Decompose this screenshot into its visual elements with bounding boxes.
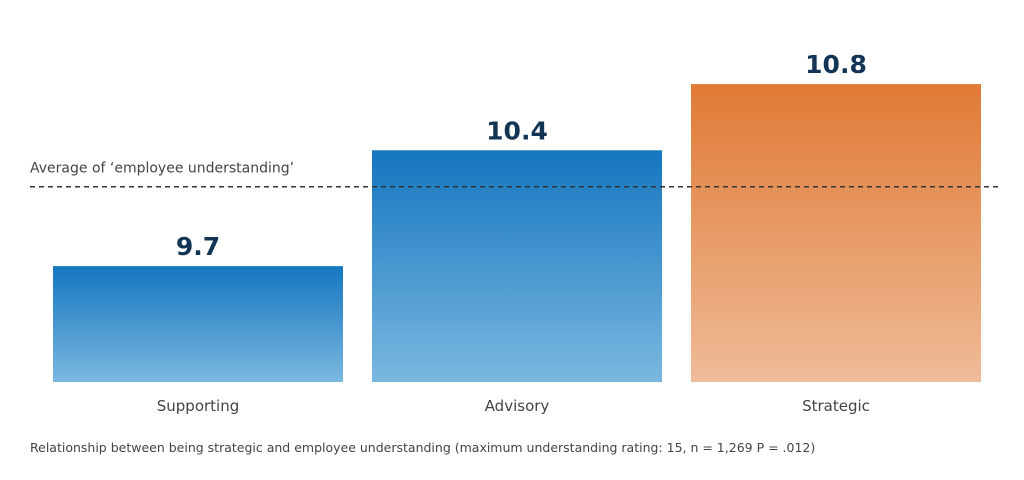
chart-caption: Relationship between being strategic and…: [30, 440, 816, 455]
value-label-supporting: 9.7: [176, 232, 220, 261]
category-label-supporting: Supporting: [157, 397, 240, 415]
category-label-strategic: Strategic: [802, 397, 870, 415]
bars-layer: [53, 84, 981, 382]
value-label-strategic: 10.8: [805, 50, 867, 79]
average-reference-label: Average of ‘employee understanding’: [30, 161, 294, 177]
bar-advisory: [372, 150, 662, 382]
category-label-advisory: Advisory: [485, 397, 550, 415]
value-label-advisory: 10.4: [486, 116, 548, 145]
labels-layer: 9.7 Supporting 10.4 Advisory 10.8 Strategic: [157, 50, 870, 415]
bar-strategic: [691, 84, 981, 382]
bar-supporting: [53, 266, 343, 382]
